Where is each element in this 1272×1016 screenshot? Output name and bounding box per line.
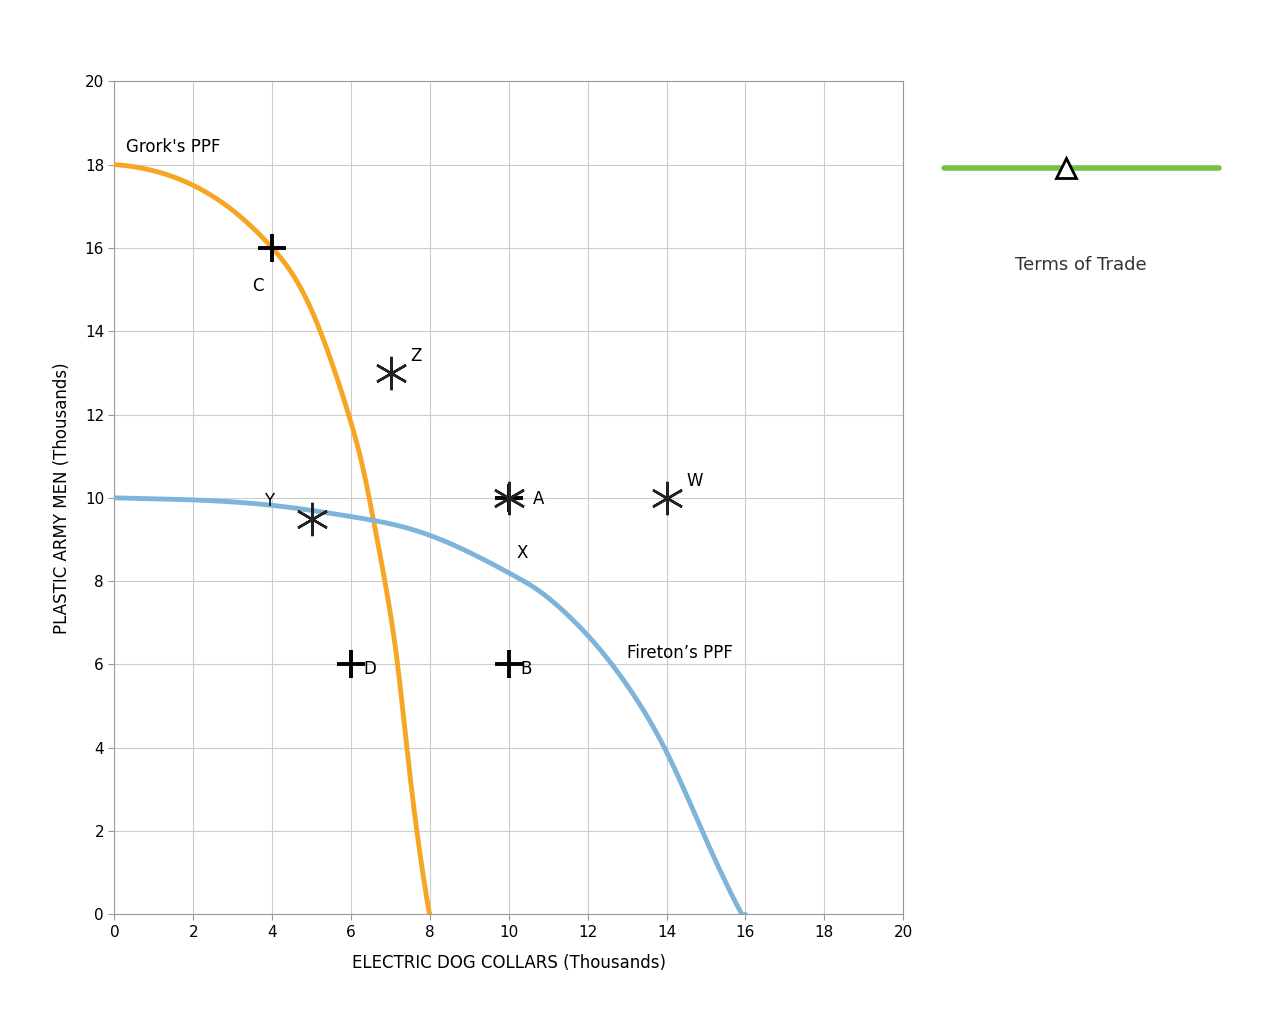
Text: W: W [687,471,702,490]
Text: Y: Y [265,493,275,510]
Text: Grork's PPF: Grork's PPF [126,138,221,156]
Text: B: B [520,660,532,679]
Y-axis label: PLASTIC ARMY MEN (Thousands): PLASTIC ARMY MEN (Thousands) [53,362,71,634]
Text: Terms of Trade: Terms of Trade [1015,256,1147,273]
Text: Fireton’s PPF: Fireton’s PPF [627,644,733,661]
Text: C: C [252,277,265,295]
Text: D: D [363,660,375,679]
Text: X: X [516,544,528,562]
X-axis label: ELECTRIC DOG COLLARS (Thousands): ELECTRIC DOG COLLARS (Thousands) [352,954,665,971]
Text: Z: Z [411,346,421,365]
Text: A: A [533,490,544,508]
